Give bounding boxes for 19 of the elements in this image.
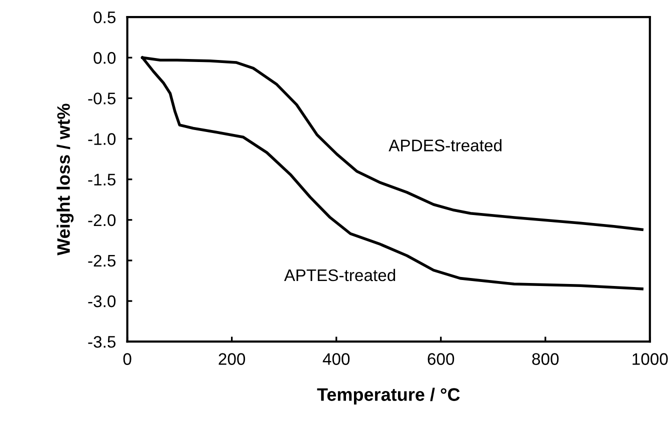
x-tick-label: 0 [123, 353, 132, 365]
y-tick-label: -2.5 [88, 254, 116, 267]
x-tick-label: 400 [322, 353, 350, 365]
x-tick-label: 800 [532, 353, 559, 365]
y-tick-label: 0.0 [94, 52, 116, 64]
y-tick-label: 0.5 [94, 11, 116, 24]
x-tick-label: 200 [218, 353, 246, 365]
y-tick-label: -2.0 [88, 214, 116, 226]
series-label: APDES-treated [388, 139, 502, 152]
x-axis-title: Temperature / °C [317, 388, 460, 405]
y-tick-label: -3.5 [88, 336, 116, 348]
y-tick-label: -3.0 [88, 295, 116, 308]
x-tick-label: 1000 [632, 353, 668, 365]
y-axis-title: Weight loss / wt% [56, 104, 74, 256]
series-label: APTES-treated [284, 268, 396, 282]
x-tick-label: 600 [428, 353, 454, 365]
y-tick-label: -1.0 [88, 133, 116, 145]
y-tick-label: -1.5 [88, 174, 116, 186]
y-tick-label: -0.5 [88, 92, 116, 104]
